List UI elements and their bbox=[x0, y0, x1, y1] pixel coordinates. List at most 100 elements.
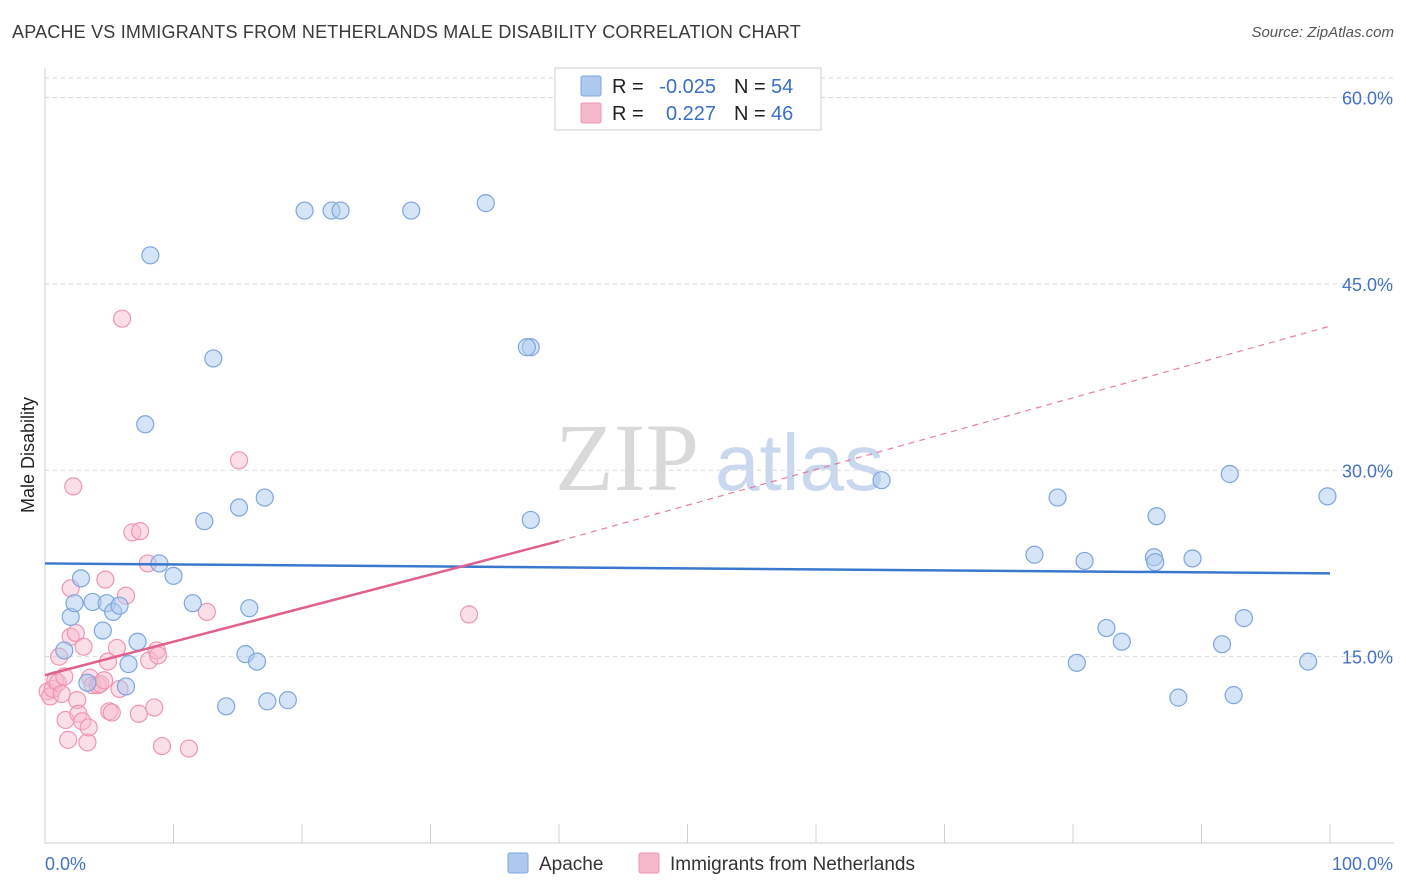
apache-point bbox=[1112, 632, 1131, 651]
axes bbox=[44, 68, 1394, 844]
tick-labels: 15.0% 30.0% 45.0% 60.0% 0.0% 100.0% bbox=[45, 89, 1393, 875]
apache-point bbox=[141, 246, 160, 265]
apache-point bbox=[295, 201, 314, 220]
apache-point bbox=[1183, 549, 1202, 568]
y-tick-label: 45.0% bbox=[1342, 275, 1393, 295]
netherlands-trend-line bbox=[44, 539, 560, 677]
apache-point bbox=[521, 510, 540, 530]
apache-point bbox=[1147, 507, 1166, 526]
bottom-legend-swatch-netherlands bbox=[638, 852, 660, 874]
netherlands-point bbox=[68, 691, 87, 710]
legend-r-value-apache: -0.025 bbox=[659, 76, 716, 98]
watermark-zip: ZIP bbox=[555, 404, 699, 511]
bottom-legend-label-netherlands: Immigrants from Netherlands bbox=[670, 854, 915, 875]
y-tick-label: 30.0% bbox=[1342, 461, 1393, 481]
apache-point bbox=[93, 621, 112, 640]
y-axis-label: Male Disability bbox=[18, 397, 38, 513]
netherlands-point bbox=[123, 523, 142, 542]
series-legend: Apache Immigrants from Netherlands bbox=[507, 852, 915, 875]
apache-point bbox=[1169, 688, 1188, 707]
netherlands-point bbox=[179, 739, 199, 758]
apache-point bbox=[1025, 545, 1044, 564]
netherlands-point bbox=[78, 733, 97, 752]
bottom-legend-label-apache: Apache bbox=[539, 854, 603, 875]
apache-point bbox=[136, 415, 155, 434]
chart-title: APACHE VS IMMIGRANTS FROM NETHERLANDS MA… bbox=[12, 22, 801, 42]
legend-n-label-netherlands: N = bbox=[734, 103, 766, 125]
netherlands-point bbox=[459, 605, 479, 624]
apache-point bbox=[110, 596, 129, 615]
apache-point bbox=[240, 599, 259, 618]
apache-point bbox=[258, 692, 277, 711]
apache-point bbox=[1146, 553, 1165, 572]
apache-point bbox=[476, 194, 495, 213]
trend-lines bbox=[44, 325, 1331, 677]
legend-swatch-netherlands bbox=[580, 102, 602, 124]
apache-point bbox=[116, 677, 136, 696]
netherlands-point bbox=[102, 703, 121, 722]
legend-n-value-netherlands: 46 bbox=[771, 103, 793, 125]
legend-r-value-netherlands: 0.227 bbox=[666, 103, 716, 125]
netherlands-point bbox=[64, 477, 83, 496]
source-credit: Source: ZipAtlas.com bbox=[1251, 24, 1394, 41]
apache-point bbox=[204, 349, 223, 368]
netherlands-point bbox=[66, 623, 85, 643]
apache-points bbox=[55, 194, 1337, 716]
apache-point bbox=[1220, 464, 1239, 484]
netherlands-point bbox=[130, 522, 150, 541]
correlation-legend: R = -0.025 N = 54 R = 0.227 N = 46 bbox=[554, 67, 822, 131]
apache-point bbox=[1299, 652, 1318, 671]
legend-r-label-netherlands: R = bbox=[612, 103, 644, 125]
apache-point bbox=[1224, 686, 1243, 705]
netherlands-point bbox=[74, 637, 93, 656]
legend-n-label-apache: N = bbox=[734, 76, 766, 98]
netherlands-point bbox=[229, 451, 249, 470]
netherlands-point bbox=[152, 736, 172, 756]
apache-point bbox=[195, 512, 214, 531]
netherlands-point bbox=[41, 687, 60, 706]
netherlands-trend-extension bbox=[558, 325, 1331, 542]
netherlands-point bbox=[148, 646, 168, 665]
bottom-legend-swatch-apache bbox=[507, 852, 529, 874]
netherlands-point bbox=[79, 718, 98, 737]
apache-point bbox=[331, 201, 350, 220]
apache-point bbox=[78, 673, 97, 692]
netherlands-point bbox=[112, 309, 132, 328]
apache-point bbox=[71, 569, 91, 588]
apache-point bbox=[517, 338, 536, 357]
legend-swatch-apache bbox=[580, 75, 602, 97]
apache-point bbox=[164, 566, 183, 585]
watermark: ZIP atlas bbox=[555, 404, 884, 511]
apache-point bbox=[872, 471, 891, 490]
apache-point bbox=[255, 488, 274, 507]
netherlands-point bbox=[95, 671, 114, 690]
legend-r-label-apache: R = bbox=[612, 76, 644, 98]
x-tick-label: 100.0% bbox=[1332, 854, 1393, 874]
apache-point bbox=[402, 201, 421, 220]
legend-n-value-apache: 54 bbox=[771, 76, 793, 98]
apache-point bbox=[128, 632, 147, 651]
netherlands-point bbox=[145, 698, 164, 717]
netherlands-point bbox=[52, 684, 71, 704]
apache-point bbox=[1075, 551, 1094, 571]
apache-point bbox=[183, 594, 202, 613]
apache-point bbox=[278, 691, 297, 710]
apache-point bbox=[247, 652, 267, 671]
apache-trend-line bbox=[44, 562, 1331, 575]
netherlands-point bbox=[96, 570, 115, 589]
apache-point bbox=[55, 641, 74, 660]
apache-point bbox=[1067, 653, 1086, 672]
x-tick-label: 0.0% bbox=[45, 854, 86, 874]
netherlands-points bbox=[38, 309, 479, 758]
apache-point bbox=[1234, 609, 1254, 628]
netherlands-point bbox=[59, 730, 78, 749]
apache-point bbox=[1318, 487, 1337, 506]
apache-point bbox=[1048, 488, 1067, 507]
apache-point bbox=[1212, 635, 1232, 654]
watermark-atlas: atlas bbox=[715, 418, 884, 507]
apache-point bbox=[65, 594, 84, 613]
apache-point bbox=[119, 654, 138, 674]
apache-point bbox=[217, 697, 236, 716]
y-tick-label: 15.0% bbox=[1342, 648, 1393, 668]
